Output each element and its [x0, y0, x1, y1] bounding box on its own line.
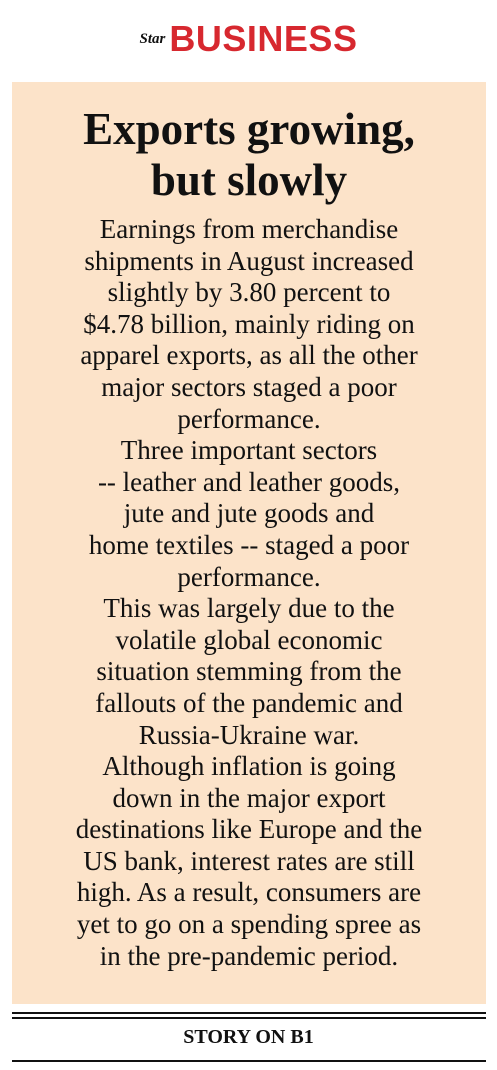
text-line: This was largely due to the	[103, 593, 395, 624]
article-body: Earnings from merchandise shipments in Au…	[12, 214, 486, 972]
text-line: jute and jute goods and	[123, 498, 375, 529]
paragraph: This was largely due to the volatile glob…	[12, 593, 486, 751]
text-line: -- leather and leather goods,	[97, 466, 401, 497]
headline-line: but slowly	[150, 155, 348, 205]
text-line: US bank, interest rates are still	[83, 845, 415, 876]
paragraph: Three important sectors -- leather and le…	[12, 435, 486, 593]
text-line: high. As a result, consumers are	[76, 877, 422, 908]
text-line: $4.78 billion, mainly riding on	[83, 308, 415, 339]
section-title: BUSINESS	[169, 18, 358, 59]
text-line: yet to go on a spending spree as	[76, 909, 422, 940]
text-line: situation stemming from the	[96, 656, 402, 687]
text-line: destinations like Europe and the	[75, 814, 423, 845]
text-line: major sectors staged a poor	[101, 371, 397, 402]
rule	[12, 1017, 486, 1019]
story-link[interactable]: STORY ON B1	[183, 1026, 314, 1048]
text-line: slightly by 3.80 percent to	[107, 277, 391, 308]
headline: Exports growing, but slowly	[12, 104, 486, 206]
text-line: home textiles -- staged a poor	[88, 529, 410, 560]
text-line: Although inflation is going	[102, 751, 396, 782]
text-line: down in the major export	[112, 782, 386, 813]
text-line: volatile global economic	[115, 624, 383, 655]
text-line: Three important sectors	[120, 435, 378, 466]
text-line: apparel exports, as all the other	[80, 340, 418, 371]
text-line: in the pre-pandemic period.	[99, 940, 399, 971]
text-line: performance.	[177, 561, 321, 592]
logo: Star	[139, 30, 166, 47]
text-line: Russia-Ukraine war.	[138, 719, 360, 750]
paragraph: Earnings from merchandise shipments in Au…	[12, 214, 486, 435]
rule	[12, 1012, 486, 1014]
rule	[12, 1060, 486, 1062]
paragraph: Although inflation is going down in the m…	[12, 751, 486, 972]
text-line: Earnings from merchandise	[99, 214, 399, 244]
text-line: performance.	[177, 403, 321, 434]
text-line: shipments in August increased	[84, 245, 414, 276]
headline-line: Exports growing,	[83, 104, 415, 154]
article-box: Exports growing, but slowly Earnings from…	[12, 82, 486, 1004]
masthead: Star BUSINESS	[0, 18, 497, 60]
text-line: fallouts of the pandemic and	[95, 687, 403, 718]
